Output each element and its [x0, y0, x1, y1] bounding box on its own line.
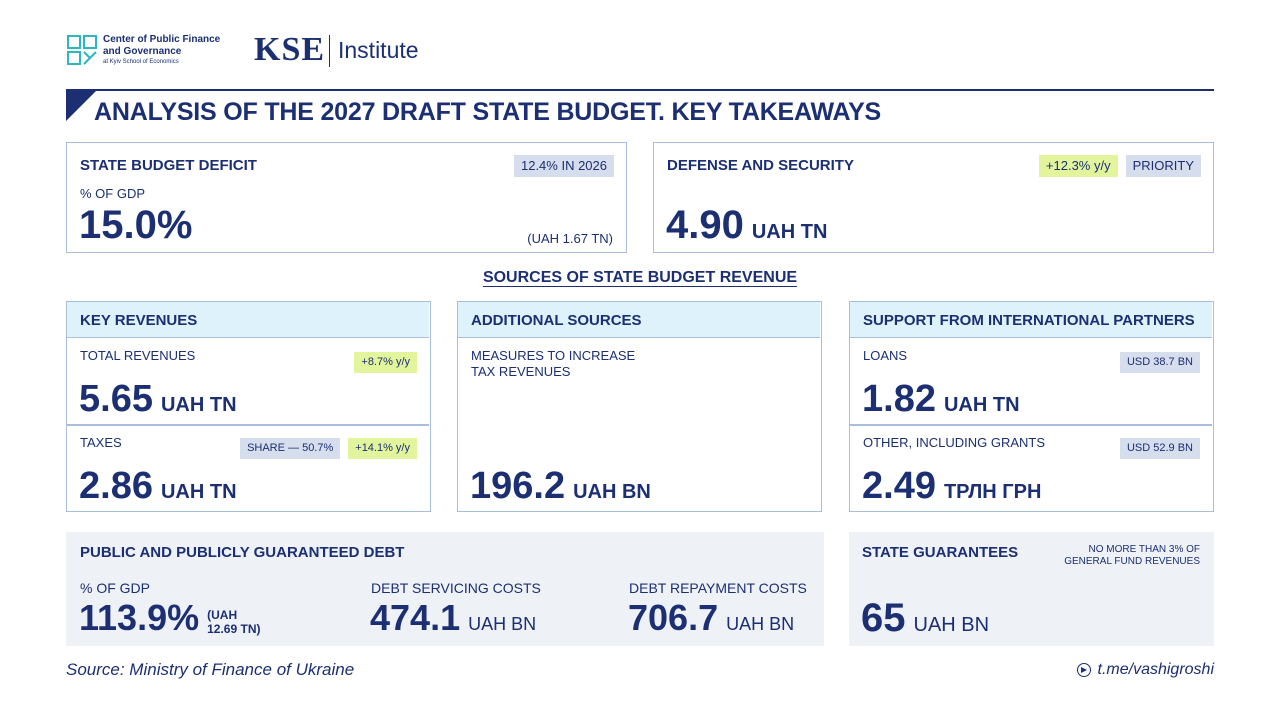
- guarantees-note-line2: GENERAL FUND REVENUES: [1064, 556, 1200, 567]
- defense-unit: UAH TN: [751, 221, 828, 243]
- deficit-label: STATE BUDGET DEFICIT: [80, 157, 257, 174]
- page-title: ANALYSIS OF THE 2027 DRAFT STATE BUDGET.…: [94, 98, 882, 126]
- telegram-link-text[interactable]: t.me/vashigroshi: [1097, 661, 1215, 678]
- debt-panel: PUBLIC AND PUBLICLY GUARANTEED DEBT % OF…: [66, 532, 824, 646]
- debt-gdp-value: 113.9%: [79, 597, 200, 638]
- total-revenues-unit: UAH TN: [160, 394, 237, 416]
- header-rule: [66, 89, 1214, 91]
- grants-unit: ТРЛН ГРН: [943, 481, 1042, 503]
- grants-value: 2.49: [862, 465, 936, 507]
- key-revenues-header: KEY REVENUES: [67, 302, 429, 338]
- debt-gdp-note: (UAH 12.69 TN): [207, 608, 260, 636]
- additional-sources-unit: UAH BN: [573, 481, 651, 503]
- cpfg-line2: and Governance: [103, 46, 182, 57]
- taxes-share-badge: SHARE — 50.7%: [240, 438, 341, 459]
- key-revenues-divider: [67, 424, 429, 426]
- debt-repayment-value: 706.7: [628, 597, 719, 638]
- loans-value: 1.82: [862, 378, 936, 420]
- additional-sources-value: 196.2: [470, 465, 566, 507]
- loans-usd-badge: USD 38.7 BN: [1119, 352, 1200, 373]
- cpfg-logo-text: Center of Public Finance and Governance …: [103, 34, 220, 67]
- debt-gdp-note-line1: (UAH: [207, 608, 238, 622]
- deficit-2026-badge: 12.4% IN 2026: [513, 155, 614, 177]
- total-revenues-badge: +8.7% y/y: [354, 352, 417, 373]
- additional-sources-header: ADDITIONAL SOURCES: [458, 302, 820, 338]
- cpfg-line3: at Kyiv School of Economics: [103, 59, 179, 65]
- defense-label: DEFENSE AND SECURITY: [667, 157, 854, 174]
- loans-label: LOANS: [863, 348, 908, 363]
- grants-label: OTHER, INCLUDING GRANTS: [863, 435, 1046, 450]
- sources-title: SOURCES OF STATE BUDGET REVENUE: [0, 269, 1280, 287]
- key-revenues-card: KEY REVENUES TOTAL REVENUES +8.7% y/y 5.…: [66, 301, 431, 512]
- debt-repayment-unit: UAH BN: [726, 614, 795, 634]
- international-support-title: SUPPORT FROM INTERNATIONAL PARTNERS: [863, 312, 1195, 329]
- loans-unit: UAH TN: [943, 394, 1020, 416]
- defense-card: DEFENSE AND SECURITY +12.3% y/y PRIORITY…: [653, 142, 1214, 253]
- guarantees-label: STATE GUARANTEES: [862, 544, 1019, 561]
- taxes-value: 2.86: [79, 465, 153, 507]
- additional-sources-card: ADDITIONAL SOURCES MEASURES TO INCREASE …: [457, 301, 822, 512]
- guarantees-note-line1: NO MORE THAN 3% OF: [1088, 544, 1201, 555]
- defense-value: 4.90: [666, 203, 744, 247]
- kse-logo: KSE: [254, 31, 326, 68]
- debt-label: PUBLIC AND PUBLICLY GUARANTEED DEBT: [80, 544, 405, 561]
- debt-servicing-unit: UAH BN: [468, 614, 537, 634]
- international-support-header: SUPPORT FROM INTERNATIONAL PARTNERS: [850, 302, 1212, 338]
- guarantees-note: NO MORE THAN 3% OF GENERAL FUND REVENUES: [1064, 544, 1200, 568]
- guarantees-value: 65: [861, 596, 906, 640]
- international-support-card: SUPPORT FROM INTERNATIONAL PARTNERS LOAN…: [849, 301, 1214, 512]
- debt-gdp-label: % OF GDP: [80, 580, 151, 596]
- total-revenues-label: TOTAL REVENUES: [80, 348, 196, 363]
- telegram-link[interactable]: t.me/vashigroshi: [1076, 661, 1215, 679]
- deficit-sublabel: % OF GDP: [80, 186, 146, 201]
- taxes-unit: UAH TN: [160, 481, 237, 503]
- deficit-card: STATE BUDGET DEFICIT 12.4% IN 2026 % OF …: [66, 142, 627, 253]
- key-revenues-title: KEY REVENUES: [80, 312, 198, 329]
- kse-divider: [329, 35, 330, 67]
- guarantees-unit: UAH BN: [913, 614, 990, 636]
- sources-title-text: SOURCES OF STATE BUDGET REVENUE: [482, 269, 798, 286]
- title-corner-triangle: [66, 91, 96, 121]
- additional-sources-title: ADDITIONAL SOURCES: [471, 312, 642, 329]
- total-revenues-value: 5.65: [79, 378, 153, 420]
- defense-growth-badge: +12.3% y/y: [1038, 155, 1118, 177]
- additional-sources-label: MEASURES TO INCREASE TAX REVENUES: [471, 348, 635, 380]
- defense-priority-badge: PRIORITY: [1125, 155, 1201, 177]
- deficit-note: (UAH 1.67 TN): [527, 231, 613, 246]
- grants-usd-badge: USD 52.9 BN: [1119, 438, 1200, 459]
- additional-label-line2: TAX REVENUES: [471, 364, 571, 379]
- taxes-growth-badge: +14.1% y/y: [348, 438, 417, 459]
- guarantees-panel: STATE GUARANTEES NO MORE THAN 3% OF GENE…: [849, 532, 1214, 646]
- kse-institute-text: Institute: [338, 37, 419, 63]
- debt-servicing-value: 474.1: [370, 597, 461, 638]
- debt-repayment-label: DEBT REPAYMENT COSTS: [629, 580, 807, 596]
- debt-servicing-label: DEBT SERVICING COSTS: [371, 580, 541, 596]
- additional-label-line1: MEASURES TO INCREASE: [471, 348, 636, 363]
- deficit-value: 15.0%: [79, 203, 193, 247]
- cpfg-logo-icon: [67, 35, 97, 65]
- international-divider: [850, 424, 1212, 426]
- taxes-label: TAXES: [80, 435, 122, 450]
- telegram-icon: [1076, 663, 1091, 677]
- cpfg-line1: Center of Public Finance: [103, 34, 221, 45]
- debt-gdp-note-line2: 12.69 TN): [207, 622, 261, 636]
- source-note: Source: Ministry of Finance of Ukraine: [66, 660, 355, 679]
